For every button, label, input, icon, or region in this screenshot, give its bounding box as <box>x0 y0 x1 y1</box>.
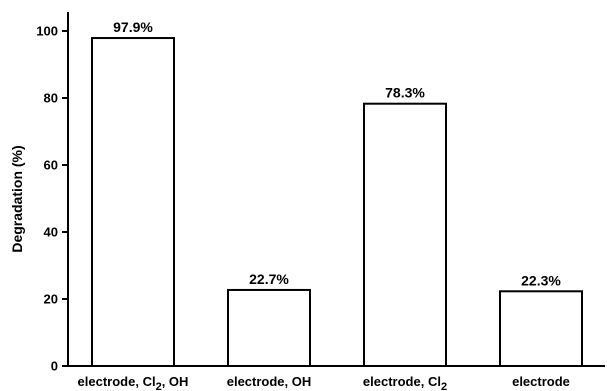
y-tick-label: 40 <box>44 225 58 240</box>
x-tick-label: electrode, Cl2 <box>363 374 447 391</box>
x-tick-label: electrode, Cl2, OH <box>78 374 189 391</box>
y-tick-label: 60 <box>44 158 58 173</box>
bar <box>91 37 175 367</box>
y-tick-label: 80 <box>44 91 58 106</box>
bar <box>227 288 311 367</box>
data-label: 78.3% <box>385 85 425 101</box>
data-label: 22.7% <box>249 271 289 287</box>
bar <box>363 102 447 367</box>
x-axis: electrode, Cl2, OH electrode, OH electrode… <box>68 365 605 391</box>
data-label: 97.9% <box>113 19 153 35</box>
y-tick-label: 20 <box>44 292 58 307</box>
x-tick-label: electrode, OH <box>227 374 312 389</box>
y-axis: 0 20 40 60 80 100 <box>36 12 69 374</box>
data-label: 22.3% <box>521 272 561 288</box>
x-tick-label: electrode <box>512 374 570 389</box>
bar <box>499 290 583 368</box>
y-tick-label: 0 <box>51 359 58 374</box>
bars: 97.9% 22.7% 78.3% 22.3% <box>91 19 583 368</box>
y-tick-label: 100 <box>36 24 58 39</box>
y-axis-title: Degradation (%) <box>9 145 25 252</box>
